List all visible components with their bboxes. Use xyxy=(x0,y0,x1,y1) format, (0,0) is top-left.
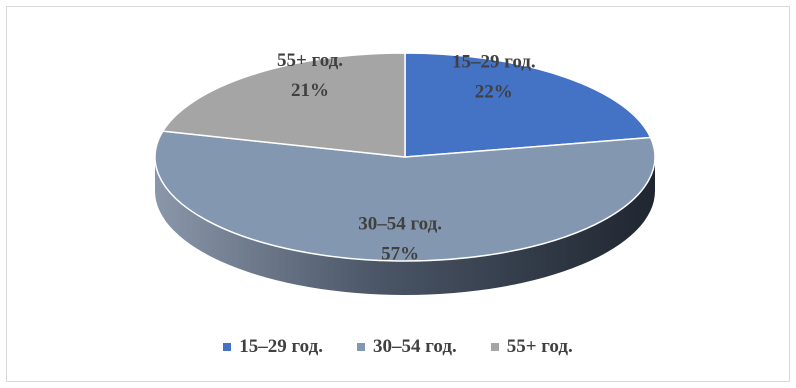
slice-category-label: 15‒29 год. xyxy=(452,51,536,72)
pie-side-wall-surface xyxy=(155,157,655,295)
slice-category-label: 55+ год. xyxy=(277,50,343,71)
legend-swatch xyxy=(223,343,232,351)
slice-55-plus xyxy=(161,52,406,158)
legend-label: 15‒29 год. xyxy=(239,336,323,357)
slice-category-label: 30‒54 год. xyxy=(358,213,442,234)
legend-item-30-54: 30‒54 год. xyxy=(356,336,457,358)
legend-swatch xyxy=(356,343,365,351)
pie-side-wall xyxy=(155,157,655,295)
pie-labels: 15‒29 год. 22% 30‒54 год. 57% 55+ год. 21% xyxy=(277,50,536,264)
legend-swatch xyxy=(490,343,499,351)
legend: 15‒29 год. 30‒54 год. 55+ год. xyxy=(0,336,796,358)
legend-item-15-29: 15‒29 год. xyxy=(223,336,323,358)
legend-label: 30‒54 год. xyxy=(372,336,457,357)
slice-15-29 xyxy=(404,52,652,158)
pie-top xyxy=(154,52,656,262)
slice-percent-label: 22% xyxy=(475,81,513,102)
slice-percent-label: 57% xyxy=(381,243,419,264)
slice-percent-label: 21% xyxy=(291,80,329,101)
legend-item-55-plus: 55+ год. xyxy=(490,336,573,358)
legend-label: 55+ год. xyxy=(506,336,573,357)
slice-30-54 xyxy=(154,130,656,262)
